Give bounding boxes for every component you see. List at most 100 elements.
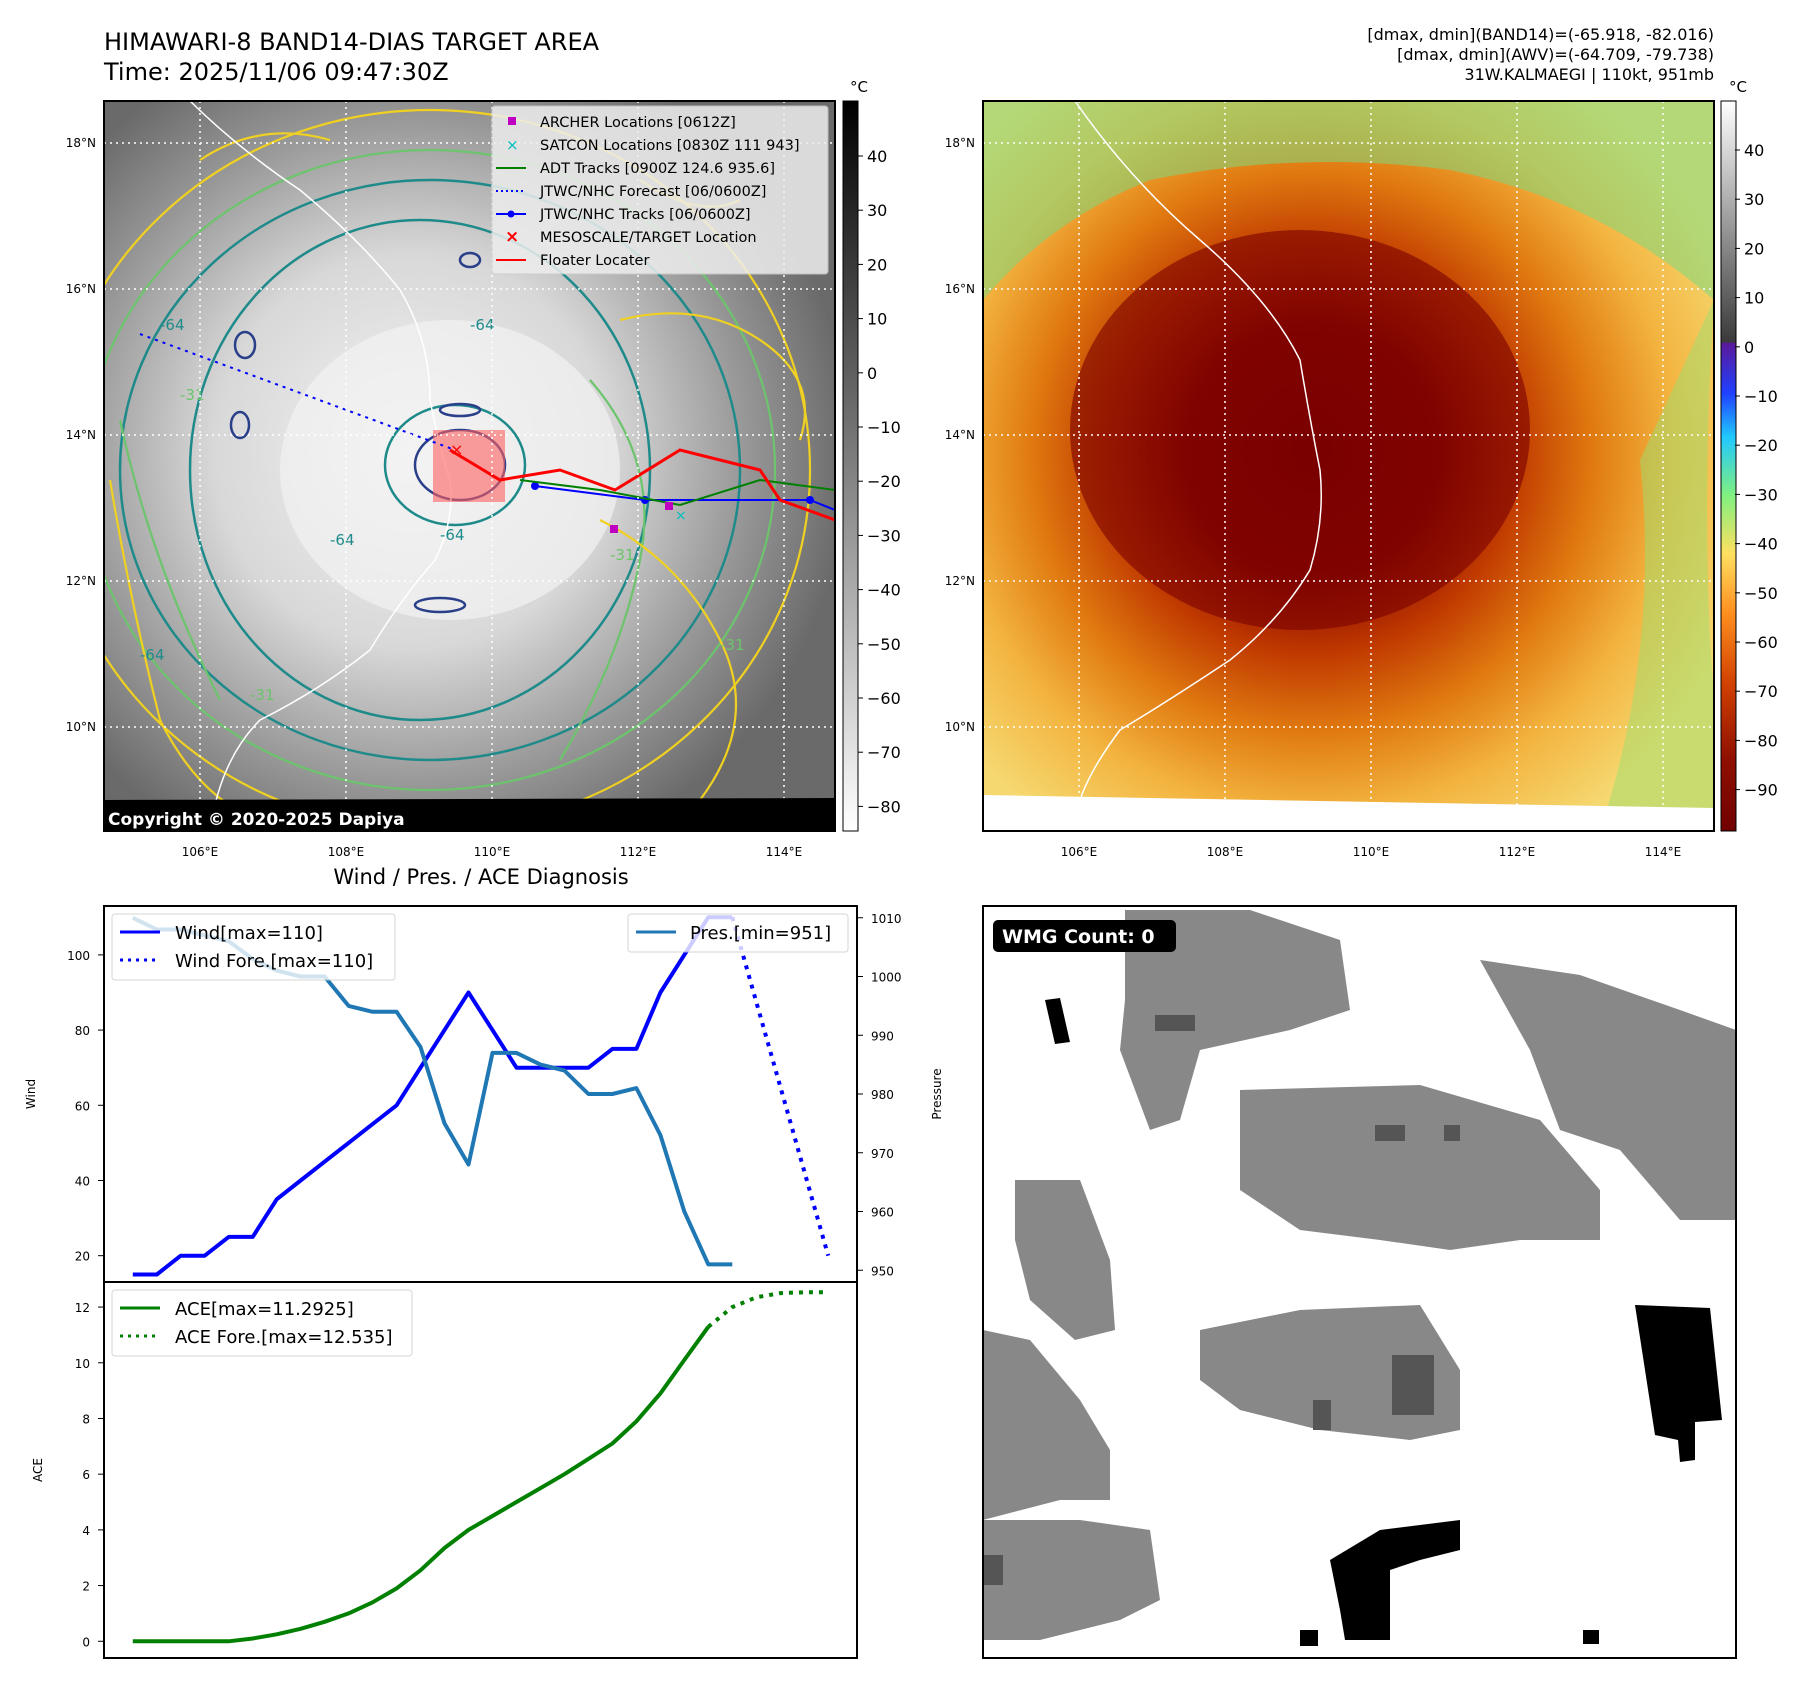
- ace-axis-label: ACE: [31, 1458, 45, 1482]
- pressure-tick-label: 960: [871, 1206, 894, 1220]
- lat-label: 10°N: [66, 720, 96, 734]
- wmg-dark-regions: [983, 1015, 1460, 1585]
- colorbar-2-unit: °C: [1729, 78, 1747, 96]
- colorbar-tick-label: −80: [867, 797, 901, 816]
- colorbar-2: °C 40 30 20 10 0 −10 −20 −30 −40 −50 −60 −70 −80 −90: [1720, 78, 1778, 832]
- wind-legend-box: [111, 913, 396, 981]
- legend-label: MESOSCALE/TARGET Location: [540, 230, 757, 246]
- wind-tick-label: 100: [67, 949, 90, 963]
- map-2-gridlines: [983, 101, 1714, 831]
- wind-tick-label: 60: [75, 1099, 90, 1113]
- colorbar-tick-label: 20: [1744, 239, 1764, 258]
- contour-label: -31: [610, 546, 635, 564]
- jtwc-track-line: [534, 485, 835, 511]
- lon-label: 110°E: [474, 845, 511, 859]
- ace-series: [132, 1290, 829, 1644]
- lat-label: 12°N: [945, 574, 975, 588]
- map-1-frame: [103, 100, 836, 832]
- colorbar-tick-label: −70: [1744, 682, 1778, 701]
- satcon-marker: ×: [675, 508, 687, 524]
- series-line-wind: [132, 915, 733, 1277]
- pressure-tick-label: 970: [871, 1147, 894, 1161]
- cold-core: [1070, 230, 1530, 630]
- legend-label: ARCHER Locations [0612Z]: [540, 115, 736, 131]
- legend-wind-fore-label: Wind Fore.[max=110]: [175, 951, 373, 972]
- ace-tick-label: 8: [82, 1412, 90, 1426]
- contour-label: -31: [180, 386, 205, 404]
- legend-track-dot: [507, 210, 515, 218]
- colorbar-tick-label: −40: [1744, 535, 1778, 554]
- colorbar-tick-label: 40: [867, 147, 887, 166]
- colorbar-tick-label: −40: [867, 581, 901, 600]
- pressure-tick-label: 1000: [871, 971, 902, 985]
- ace-tick-label: 12: [75, 1301, 90, 1315]
- lat-label: 10°N: [945, 720, 975, 734]
- ace-tick-label: 6: [82, 1468, 90, 1482]
- colorbar-tick-label: 10: [1744, 289, 1764, 308]
- lat-label: 14°N: [945, 428, 975, 442]
- contour-label: -31: [250, 686, 275, 704]
- colorbar-tick-label: −30: [1744, 485, 1778, 504]
- colorbar-tick-label: −20: [1744, 436, 1778, 455]
- ace-yticks: 0 2 4 6 8 10 12: [75, 1301, 104, 1649]
- map-1-lon-labels: 106°E 108°E 110°E 112°E 114°E: [182, 845, 803, 859]
- colorbar-tick-label: −60: [867, 689, 901, 708]
- legend-archer-marker: [508, 117, 516, 125]
- lon-label: 114°E: [766, 845, 803, 859]
- lat-label: 16°N: [945, 282, 975, 296]
- wind-yticks: 20 40 60 80 100: [67, 949, 104, 1264]
- legend-label: SATCON Locations [0830Z 111 943]: [540, 138, 799, 154]
- ace-tick-label: 10: [75, 1357, 90, 1371]
- outer-rainband: [983, 101, 1714, 300]
- lon-label: 106°E: [1061, 845, 1098, 859]
- info-line-2: [dmax, dmin](AWV)=(-64.709, -79.738): [1397, 45, 1714, 64]
- ace-legend: ACE[max=11.2925] ACE Fore.[max=12.535]: [111, 1289, 413, 1357]
- lon-label: 108°E: [328, 845, 365, 859]
- colorbar-tick-label: 40: [1744, 141, 1764, 160]
- info-line-1: [dmax, dmin](BAND14)=(-65.918, -82.016): [1367, 25, 1714, 44]
- lon-label: 110°E: [1353, 845, 1390, 859]
- colorbar-tick-label: 10: [867, 310, 887, 329]
- ace-tick-label: 4: [82, 1524, 90, 1538]
- wind-axis-label: Wind: [24, 1079, 38, 1109]
- colorbar-tick-label: −90: [1744, 781, 1778, 800]
- legend-ace-fore-label: ACE Fore.[max=12.535]: [175, 1327, 393, 1348]
- pressure-legend-box: [627, 913, 849, 953]
- map-2-lat-labels: 18°N 16°N 14°N 12°N 10°N: [945, 136, 975, 734]
- colorbar-tick-label: −20: [867, 472, 901, 491]
- ace-tick-label: 0: [82, 1635, 90, 1649]
- lon-label: 114°E: [1645, 845, 1682, 859]
- title-line-2: Time: 2025/11/06 09:47:30Z: [103, 58, 449, 86]
- colorbar-tick-label: 0: [1744, 338, 1754, 357]
- contour-label: -64: [140, 646, 165, 664]
- ace-tick-label: 2: [82, 1580, 90, 1594]
- colorbar-tick-label: −50: [1744, 584, 1778, 603]
- wmg-black-regions: [1045, 998, 1722, 1646]
- pressure-axis-label: Pressure: [930, 1068, 944, 1119]
- info-line-3: 31W.KALMAEGI | 110kt, 951mb: [1464, 65, 1714, 84]
- outer-rainband: [1600, 300, 1714, 831]
- colorbar-tick-label: −10: [867, 418, 901, 437]
- colorbar-tick-label: −80: [1744, 731, 1778, 750]
- legend-pressure-label: Pres.[min=951]: [690, 923, 831, 944]
- pressure-yticks: 950 960 970 980 990 1000 1010: [857, 912, 902, 1278]
- pressure-tick-label: 980: [871, 1088, 894, 1102]
- colorbar-tick-label: −50: [867, 635, 901, 654]
- colorbar-tick-label: −70: [867, 743, 901, 762]
- legend-ace-label: ACE[max=11.2925]: [175, 1299, 354, 1320]
- contours-mid: [104, 148, 776, 792]
- lon-label: 108°E: [1207, 845, 1244, 859]
- map-2-frame: [982, 100, 1715, 832]
- colorbar-2-ticks: 40 30 20 10 0 −10 −20 −30 −40 −50 −60 −70 −80 −90: [1735, 141, 1778, 800]
- legend-label: Floater Locater: [540, 253, 649, 269]
- archer-marker: [665, 502, 673, 510]
- contour-label: -64: [330, 531, 355, 549]
- map-legend: ARCHER Locations [0612Z] × SATCON Locati…: [491, 105, 829, 275]
- map-2: [983, 101, 1714, 831]
- map-2-blank-corner: [983, 795, 1714, 831]
- colorbar-1-unit: °C: [850, 78, 868, 96]
- wmg-count-label: WMG Count: 0: [1002, 926, 1155, 948]
- copyright-bar: [104, 798, 835, 831]
- wmg-frame: [982, 905, 1737, 1659]
